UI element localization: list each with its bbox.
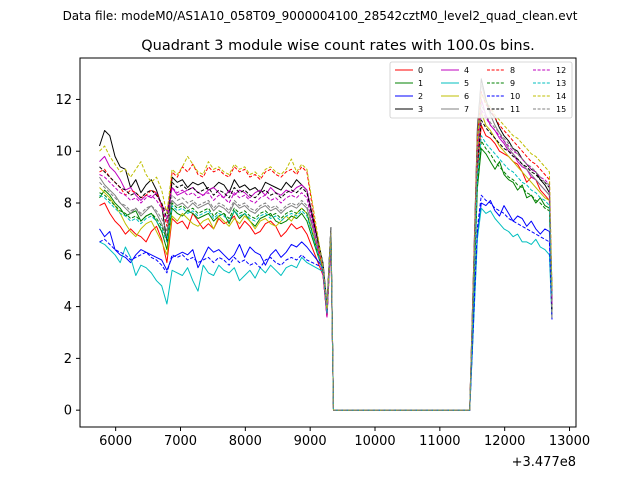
- y-tick-label-5: 10: [55, 145, 72, 160]
- x-tick-label-5: 11000: [419, 434, 460, 449]
- legend-label-10: 10: [510, 92, 520, 101]
- legend-label-14: 14: [556, 92, 566, 101]
- x-tick-label-6: 12000: [484, 434, 525, 449]
- x-tick-label-4: 10000: [354, 434, 395, 449]
- x-tick-label-3: 9000: [294, 434, 327, 449]
- legend-label-11: 11: [510, 105, 520, 114]
- plot-frame: [79, 57, 577, 428]
- series-line-5: [99, 207, 553, 411]
- y-axis: 0 2 4 6 8 10 12: [55, 93, 80, 419]
- series-line-10: [99, 194, 553, 411]
- y-tick-label-1: 2: [64, 352, 72, 367]
- chart-title: Quadrant 3 module wise count rates with …: [141, 38, 535, 54]
- x-tick-label-2: 8000: [229, 434, 262, 449]
- series-line-0: [99, 124, 553, 411]
- x-axis: 6000 7000 8000 9000 10000 11000 12000 13000: [99, 427, 590, 449]
- legend-label-9: 9: [510, 79, 515, 88]
- y-tick-label-6: 12: [55, 93, 72, 108]
- legend-box: [389, 61, 573, 119]
- x-tick-label-7: 13000: [549, 434, 590, 449]
- series-line-3: [99, 78, 553, 411]
- series-line-1: [99, 148, 553, 411]
- series-line-6: [99, 111, 553, 411]
- x-offset-label: +3.477e8: [512, 455, 576, 470]
- series-line-9: [99, 140, 553, 411]
- series-line-8: [99, 91, 553, 411]
- x-tick-label-1: 7000: [164, 434, 197, 449]
- legend-label-0: 0: [418, 66, 423, 75]
- data-file-header: Data file: modeM0/AS1A10_058T09_90000041…: [63, 9, 578, 23]
- series-line-4: [99, 98, 553, 411]
- x-tick-label-0: 6000: [99, 434, 132, 449]
- series-line-11: [99, 119, 553, 411]
- y-tick-label-4: 8: [64, 197, 72, 212]
- legend-label-12: 12: [556, 66, 566, 75]
- y-tick-label-0: 0: [64, 404, 72, 419]
- legend-label-2: 2: [418, 92, 423, 101]
- legend-label-8: 8: [510, 66, 515, 75]
- legend-label-15: 15: [556, 105, 566, 114]
- legend-label-1: 1: [418, 79, 423, 88]
- y-tick-label-2: 4: [64, 300, 72, 315]
- legend-label-6: 6: [464, 92, 469, 101]
- series-line-15: [99, 104, 553, 411]
- series-layer: [99, 78, 553, 411]
- legend-label-4: 4: [464, 66, 469, 75]
- series-line-14: [99, 93, 553, 411]
- series-line-7: [99, 83, 553, 411]
- series-line-13: [99, 135, 553, 411]
- series-line-2: [99, 199, 553, 411]
- legend-label-3: 3: [418, 105, 423, 114]
- legend-label-13: 13: [556, 79, 566, 88]
- y-tick-label-3: 6: [64, 248, 72, 263]
- legend-label-7: 7: [464, 105, 469, 114]
- series-line-12: [99, 109, 553, 411]
- legend-label-5: 5: [464, 79, 469, 88]
